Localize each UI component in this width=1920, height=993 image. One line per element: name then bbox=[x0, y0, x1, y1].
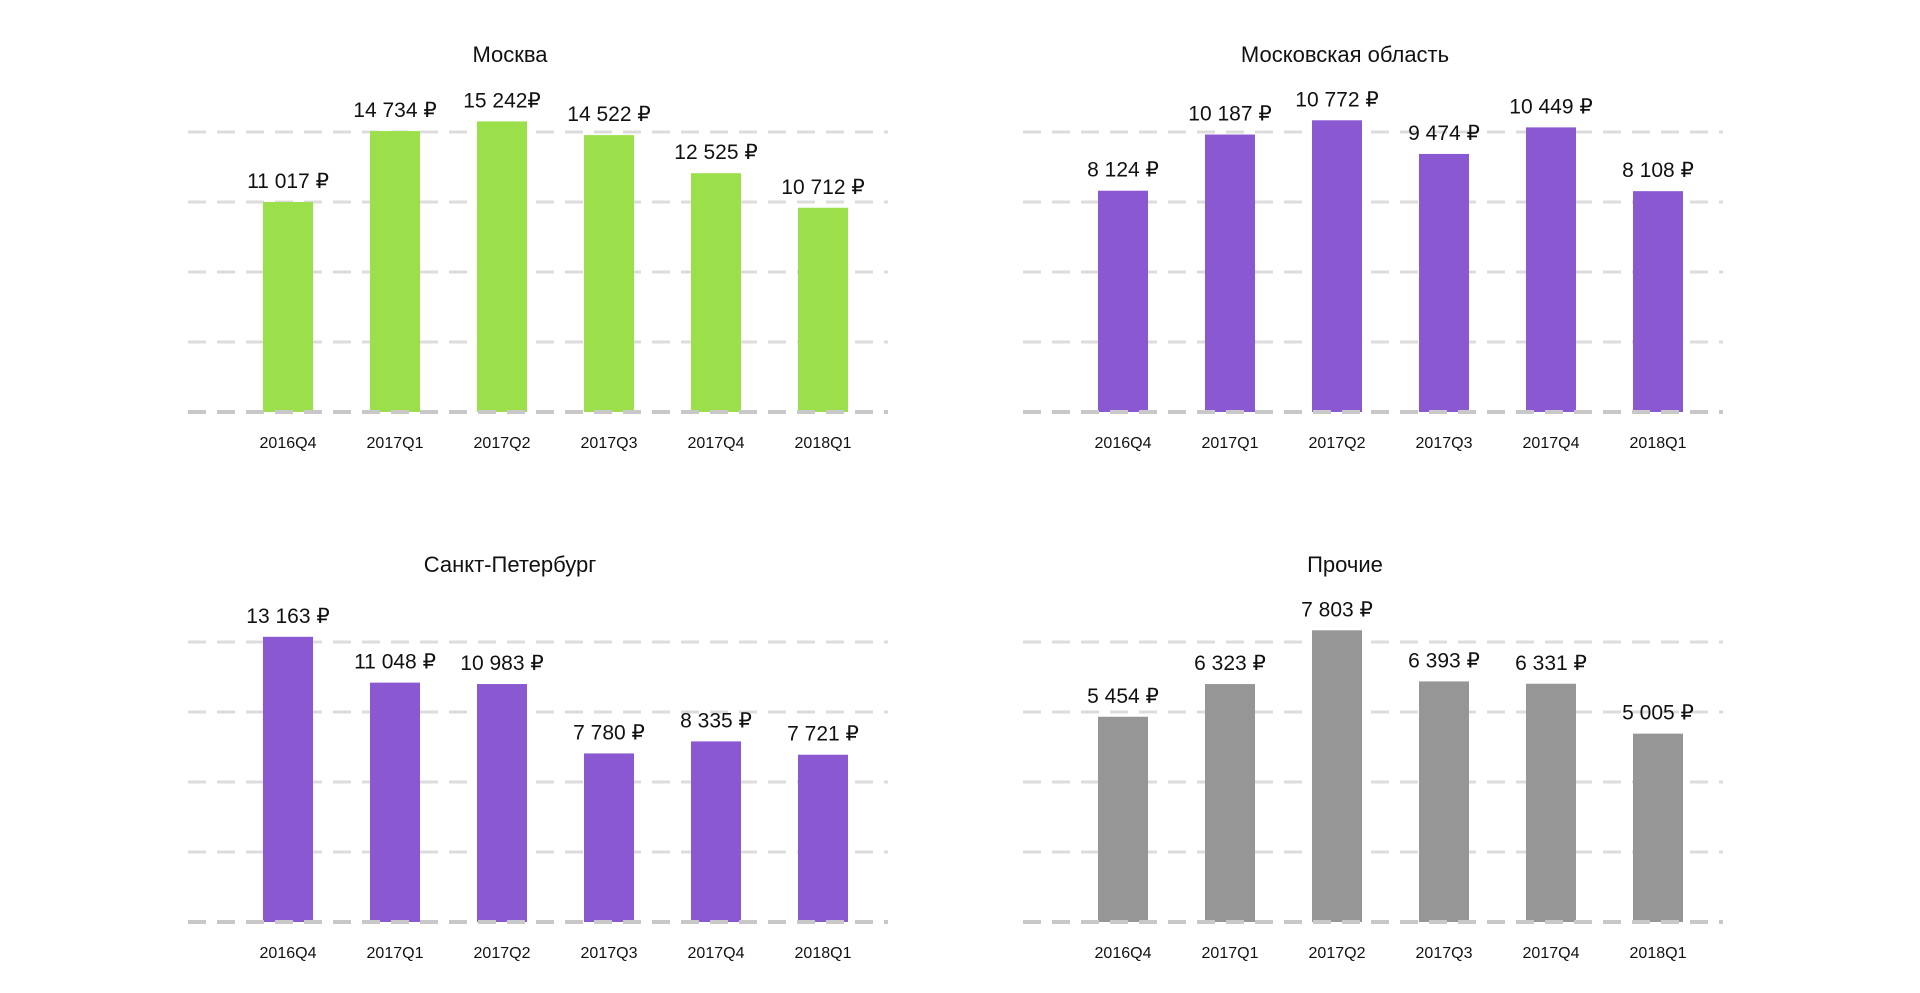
bar-2017q4 bbox=[691, 173, 741, 412]
x-tick-label: 2017Q1 bbox=[1202, 435, 1259, 452]
data-label: 9 474 ₽ bbox=[1408, 122, 1480, 145]
data-label: 6 323 ₽ bbox=[1194, 652, 1266, 675]
x-tick-label: 2018Q1 bbox=[795, 435, 852, 452]
x-tick-label: 2017Q1 bbox=[367, 435, 424, 452]
x-tick-label: 2017Q1 bbox=[367, 945, 424, 962]
chart-moscow-region-svg: Московская область 8 124 ₽ 2016Q4 10 187 ₽ 2… bbox=[1023, 42, 1723, 452]
bar-2017q2 bbox=[477, 684, 527, 922]
x-tick-label: 2017Q4 bbox=[688, 945, 745, 962]
data-label: 10 187 ₽ bbox=[1188, 103, 1271, 126]
chart-title: Санкт-Петербург bbox=[424, 552, 597, 577]
bar-2017q3 bbox=[1419, 153, 1469, 412]
x-tick-label: 2018Q1 bbox=[1630, 945, 1687, 962]
bar-2017q3 bbox=[584, 135, 634, 412]
bar-2017q1 bbox=[370, 682, 420, 922]
bar-2016q4 bbox=[263, 201, 313, 412]
bar-2017q3 bbox=[584, 753, 634, 922]
data-label: 14 734 ₽ bbox=[353, 99, 436, 122]
data-label: 6 331 ₽ bbox=[1515, 652, 1587, 675]
data-label: 7 780 ₽ bbox=[573, 721, 645, 744]
x-tick-label: 2017Q2 bbox=[1309, 435, 1366, 452]
x-tick-label: 2016Q4 bbox=[260, 435, 317, 452]
data-label: 11 048 ₽ bbox=[354, 651, 436, 674]
chart-title: Московская область bbox=[1241, 42, 1449, 67]
chart-title: Прочие bbox=[1307, 552, 1383, 577]
data-label: 10 449 ₽ bbox=[1509, 95, 1592, 118]
x-tick-label: 2016Q4 bbox=[1095, 435, 1152, 452]
chart-saint-petersburg: Санкт-Петербург 13 163 ₽ 2016Q4 11 048 ₽ 201… bbox=[180, 540, 900, 970]
data-label: 8 124 ₽ bbox=[1087, 159, 1159, 182]
x-tick-label: 2017Q3 bbox=[1416, 945, 1473, 962]
data-label: 7 721 ₽ bbox=[787, 723, 859, 746]
x-tick-label: 2017Q2 bbox=[474, 435, 531, 452]
data-label: 13 163 ₽ bbox=[246, 605, 329, 628]
data-label: 6 393 ₽ bbox=[1408, 649, 1480, 672]
bar-2017q2 bbox=[1312, 630, 1362, 922]
x-tick-label: 2016Q4 bbox=[260, 945, 317, 962]
chart-moscow-region: Московская область 8 124 ₽ 2016Q4 10 187 ₽ 2… bbox=[1015, 30, 1735, 460]
bar-2018q1 bbox=[1633, 733, 1683, 922]
bar-2016q4 bbox=[1098, 716, 1148, 922]
bar-2016q4 bbox=[263, 636, 313, 922]
bar-2018q1 bbox=[798, 207, 848, 412]
bar-2018q1 bbox=[798, 754, 848, 922]
bar-2017q1 bbox=[1205, 684, 1255, 922]
x-tick-label: 2017Q4 bbox=[1523, 435, 1580, 452]
data-label: 15 242₽ bbox=[463, 89, 541, 112]
chart-other-svg: Прочие 5 454 ₽ 2016Q4 6 323 ₽ 2017Q1 7 803 ₽ 2… bbox=[1023, 552, 1723, 962]
x-tick-label: 2017Q1 bbox=[1202, 945, 1259, 962]
x-tick-label: 2017Q2 bbox=[474, 945, 531, 962]
bar-2017q3 bbox=[1419, 681, 1469, 922]
bar-2017q4 bbox=[1526, 127, 1576, 412]
data-label: 8 335 ₽ bbox=[680, 709, 752, 732]
chart-other: Прочие 5 454 ₽ 2016Q4 6 323 ₽ 2017Q1 7 803 ₽ 2… bbox=[1015, 540, 1735, 970]
x-tick-label: 2016Q4 bbox=[1095, 945, 1152, 962]
x-tick-label: 2017Q3 bbox=[581, 435, 638, 452]
data-label: 8 108 ₽ bbox=[1622, 159, 1694, 182]
data-label: 12 525 ₽ bbox=[674, 141, 757, 164]
x-tick-label: 2017Q4 bbox=[1523, 945, 1580, 962]
data-label: 5 454 ₽ bbox=[1087, 685, 1159, 708]
bar-2017q2 bbox=[1312, 120, 1362, 412]
data-label: 11 017 ₽ bbox=[247, 170, 329, 193]
chart-saint-petersburg-svg: Санкт-Петербург 13 163 ₽ 2016Q4 11 048 ₽ 201… bbox=[188, 552, 888, 962]
chart-moscow: Москва 11 017 ₽ 2016Q4 14 734 ₽ 2017Q1 15 242… bbox=[180, 30, 900, 460]
x-tick-label: 2017Q3 bbox=[1416, 435, 1473, 452]
x-tick-label: 2017Q4 bbox=[688, 435, 745, 452]
data-label: 5 005 ₽ bbox=[1622, 702, 1694, 725]
data-label: 7 803 ₽ bbox=[1301, 598, 1373, 621]
x-tick-label: 2017Q2 bbox=[1309, 945, 1366, 962]
data-label: 14 522 ₽ bbox=[567, 103, 650, 126]
bar-2018q1 bbox=[1633, 191, 1683, 412]
chart-title: Москва bbox=[472, 42, 548, 67]
x-tick-label: 2017Q3 bbox=[581, 945, 638, 962]
bar-2017q1 bbox=[370, 131, 420, 413]
bar-2016q4 bbox=[1098, 190, 1148, 412]
bar-2017q4 bbox=[1526, 683, 1576, 922]
x-tick-label: 2018Q1 bbox=[1630, 435, 1687, 452]
x-tick-label: 2018Q1 bbox=[795, 945, 852, 962]
chart-moscow-svg: Москва 11 017 ₽ 2016Q4 14 734 ₽ 2017Q1 15 242… bbox=[188, 42, 888, 452]
bar-2017q1 bbox=[1205, 134, 1255, 412]
bar-2017q2 bbox=[477, 121, 527, 412]
data-label: 10 772 ₽ bbox=[1295, 88, 1378, 111]
data-label: 10 712 ₽ bbox=[781, 176, 864, 199]
data-label: 10 983 ₽ bbox=[460, 652, 543, 675]
bar-2017q4 bbox=[691, 741, 741, 922]
